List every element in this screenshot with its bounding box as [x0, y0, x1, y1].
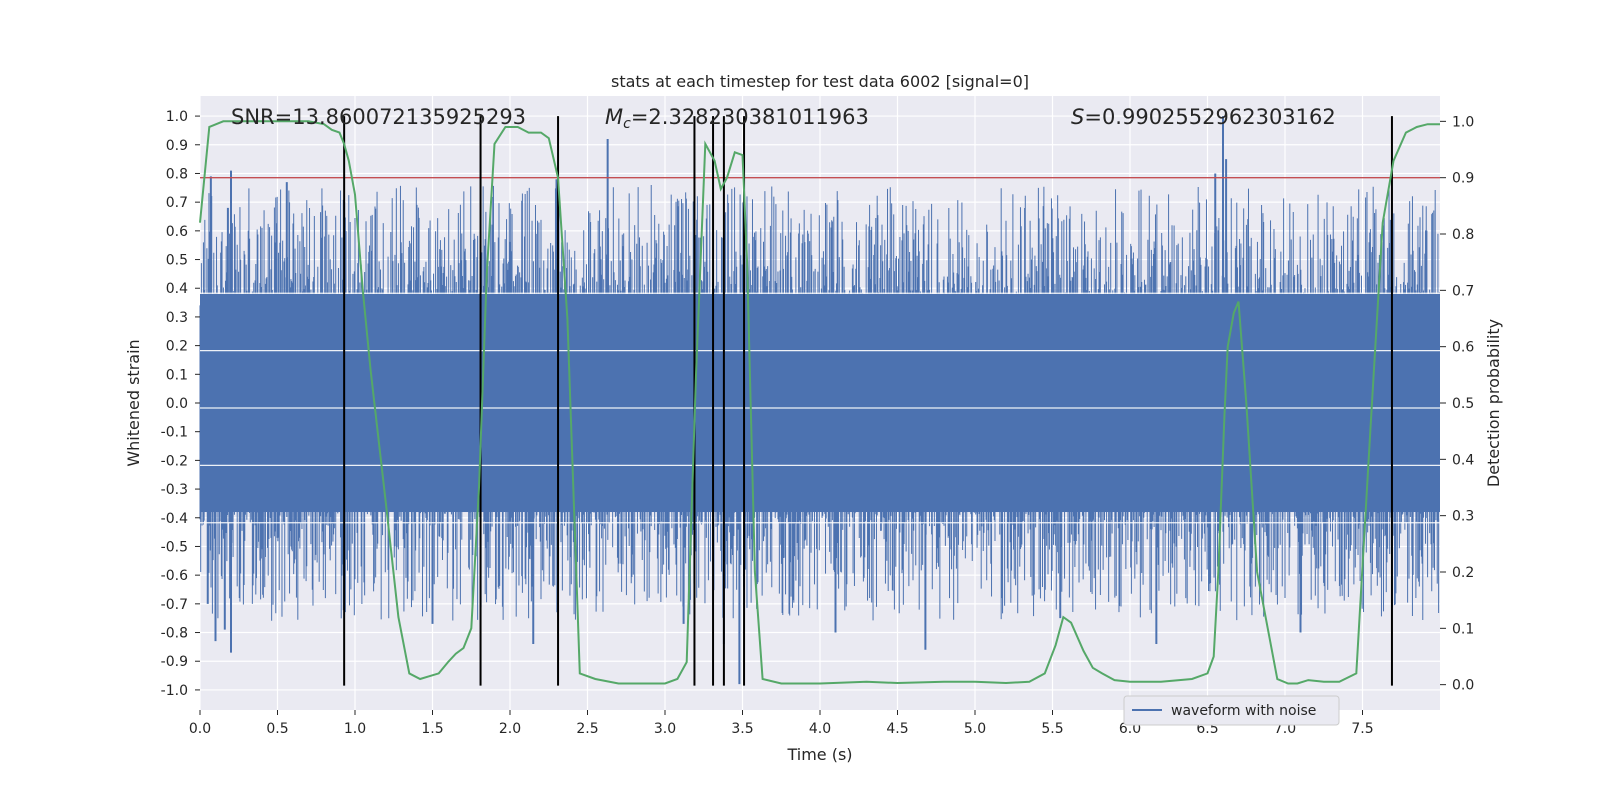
x-tick-label: 5.0	[964, 721, 986, 737]
x-tick-label: 4.0	[809, 721, 831, 737]
y-right-tick-label: 0.0	[1452, 678, 1474, 694]
noise-core-band	[200, 293, 1440, 513]
y-left-tick-label: -0.1	[161, 425, 188, 441]
x-tick-label: 3.5	[731, 721, 753, 737]
x-tick-label: 1.5	[421, 721, 443, 737]
y-left-tick-label: -0.9	[161, 654, 188, 670]
y-right-axis-label: Detection probability	[1484, 319, 1503, 487]
y-left-tick-label: -0.7	[161, 597, 188, 613]
x-tick-label: 0.0	[189, 721, 211, 737]
y-left-axis-label: Whitened strain	[124, 339, 143, 466]
y-right-tick-label: 0.8	[1452, 227, 1474, 243]
y-right-tick-labels: 1.0 0.9 0.8 0.7 0.6 0.5 0.4 0.3 0.2 0.1 0.0	[1440, 114, 1474, 694]
y-right-tick-label: 0.5	[1452, 396, 1474, 412]
y-left-tick-label: -0.4	[161, 511, 188, 527]
x-tick-label: 4.5	[886, 721, 908, 737]
y-right-tick-label: 0.6	[1452, 340, 1474, 356]
grid-overlay	[200, 292, 1440, 524]
x-tick-label: 5.5	[1041, 721, 1063, 737]
y-right-tick-label: 1.0	[1452, 114, 1474, 130]
y-right-tick-label: 0.9	[1452, 171, 1474, 187]
y-left-tick-labels: 1.0 0.9 0.8 0.7 0.6 0.5 0.4 0.3 0.2 0.1 0.0 -0.1 -0.…	[161, 109, 200, 699]
x-tick-label: 7.5	[1351, 721, 1373, 737]
x-tick-label: 2.5	[576, 721, 598, 737]
y-left-tick-label: -0.6	[161, 568, 188, 584]
y-left-tick-label: 0.1	[166, 367, 188, 383]
vertical-marker-lines	[343, 116, 1393, 686]
noise-core	[200, 293, 1440, 513]
y-left-tick-label: 0.6	[166, 224, 188, 240]
legend: waveform with noise	[1123, 695, 1340, 726]
x-tick-label: 0.5	[266, 721, 288, 737]
y-left-tick-label: 0.2	[166, 339, 188, 355]
y-left-tick-label: -0.3	[161, 482, 188, 498]
y-right-tick-label: 0.3	[1452, 509, 1474, 525]
s-statistic-annotation: S=0.9902552962303162	[1071, 105, 1336, 129]
y-right-tick-label: 0.2	[1452, 565, 1474, 581]
y-left-tick-label: 0.9	[166, 138, 188, 154]
y-left-tick-label: -1.0	[161, 683, 188, 699]
y-right-tick-label: 0.4	[1452, 452, 1474, 468]
y-left-tick-label: 0.5	[166, 253, 188, 269]
y-left-tick-label: -0.8	[161, 626, 188, 642]
x-axis-label: Time (s)	[786, 745, 852, 764]
chart-title: stats at each timestep for test data 600…	[611, 72, 1029, 91]
x-tick-label: 1.0	[344, 721, 366, 737]
y-left-tick-label: -0.5	[161, 539, 188, 555]
x-tick-label: 3.0	[654, 721, 676, 737]
legend-label: waveform with noise	[1171, 703, 1316, 719]
y-left-tick-label: 0.3	[166, 310, 188, 326]
y-right-tick-label: 0.1	[1452, 621, 1474, 637]
y-left-tick-label: 0.0	[166, 396, 188, 412]
probability-line	[199, 120, 1440, 685]
snr-annotation: SNR=13.860072135925293	[231, 105, 526, 129]
y-left-tick-label: -0.2	[161, 453, 188, 469]
y-left-tick-label: 0.4	[166, 281, 188, 297]
chirp-mass-annotation: Mc=2.328230381011963	[605, 105, 869, 132]
y-left-tick-label: 1.0	[166, 109, 188, 125]
x-tick-label: 2.0	[499, 721, 521, 737]
y-left-tick-label: 0.8	[166, 166, 188, 182]
y-right-tick-label: 0.7	[1452, 283, 1474, 299]
y-left-tick-label: 0.7	[166, 195, 188, 211]
